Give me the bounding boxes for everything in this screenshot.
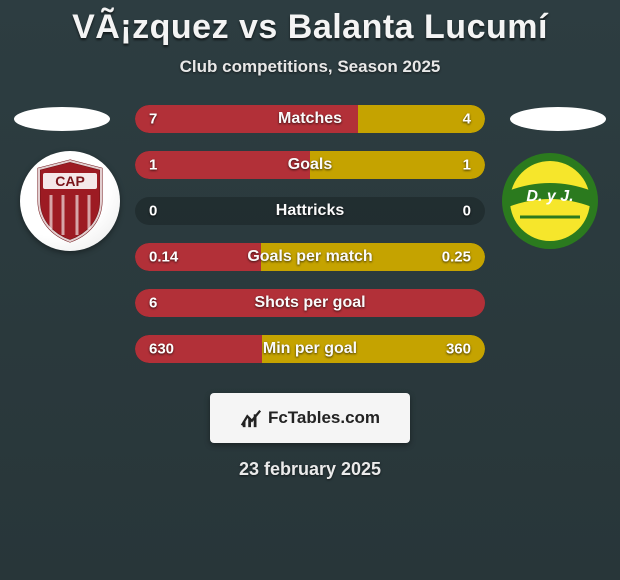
stats-icon [240, 407, 262, 429]
brand-badge[interactable]: FcTables.com [210, 393, 410, 443]
flag-ellipse [510, 107, 606, 131]
stat-label: Hattricks [276, 202, 344, 220]
stat-row: Shots per goal 6 [135, 289, 485, 317]
stat-label: Min per goal [263, 340, 357, 358]
stat-bar-left-fill [135, 151, 310, 179]
stat-bar-right-fill [310, 151, 485, 179]
stat-value-left: 7 [149, 111, 157, 128]
stat-row: Matches 7 4 [135, 105, 485, 133]
stat-value-right: 4 [463, 111, 471, 128]
stat-value-left: 1 [149, 157, 157, 174]
stat-row: Goals 1 1 [135, 151, 485, 179]
stat-row: Goals per match 0.14 0.25 [135, 243, 485, 271]
stat-label: Matches [278, 110, 342, 128]
comparison-subtitle: Club competitions, Season 2025 [0, 57, 620, 77]
stat-value-left: 0.14 [149, 249, 178, 266]
comparison-date: 23 february 2025 [0, 459, 620, 480]
player-right-crest: D. y J. [500, 151, 600, 251]
stat-value-right: 0 [463, 203, 471, 220]
stat-row: Hattricks 0 0 [135, 197, 485, 225]
crest-right-text: D. y J. [526, 188, 573, 205]
crest-right-svg: D. y J. [500, 151, 600, 251]
crest-left-text: CAP [55, 173, 85, 189]
stat-label: Goals per match [247, 248, 372, 266]
comparison-arena: CAP D. y J. Matches 7 4 Goals 1 1 Hattricks 0 0 G… [0, 105, 620, 375]
stat-value-right: 0.25 [442, 249, 471, 266]
flag-ellipse [14, 107, 110, 131]
comparison-title: VÃ¡zquez vs Balanta Lucumí [0, 0, 620, 47]
stat-bars-container: Matches 7 4 Goals 1 1 Hattricks 0 0 Goals per mat… [135, 105, 485, 381]
stat-label: Goals [288, 156, 332, 174]
stat-value-right: 1 [463, 157, 471, 174]
stat-value-left: 630 [149, 341, 174, 358]
player-left-crest: CAP [20, 151, 120, 251]
stat-value-left: 0 [149, 203, 157, 220]
crest-left-svg: CAP [33, 159, 107, 243]
stat-value-left: 6 [149, 295, 157, 312]
player-left-flag [12, 105, 112, 133]
stat-row: Min per goal 630 360 [135, 335, 485, 363]
player-right-flag [508, 105, 608, 133]
stat-value-right: 360 [446, 341, 471, 358]
stat-label: Shots per goal [254, 294, 365, 312]
brand-text: FcTables.com [268, 408, 380, 428]
